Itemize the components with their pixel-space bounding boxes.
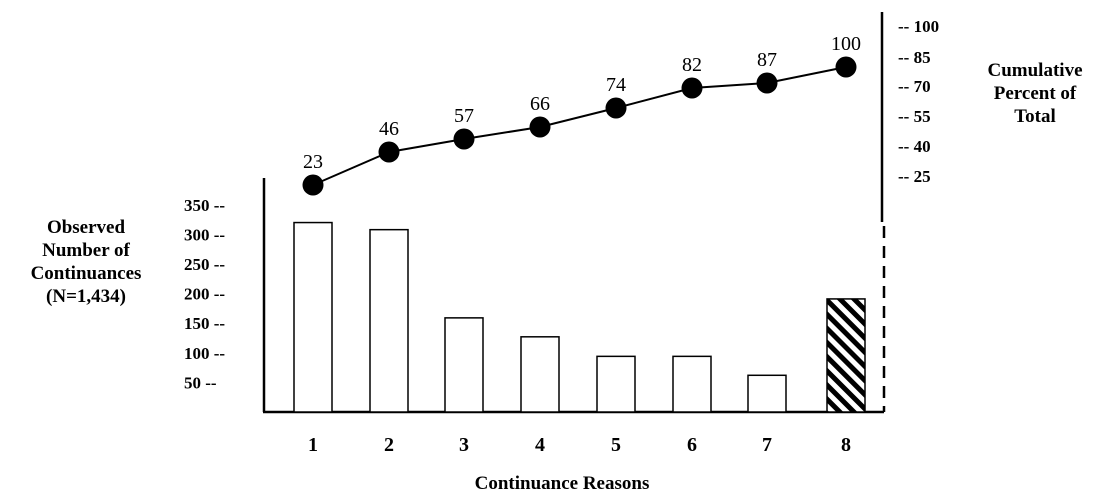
bar-8 [826,298,866,413]
y-label-line: Observed [47,217,126,238]
y-label-line: (N=1,434) [46,286,126,307]
y-tick-label: 350 -- [184,196,225,215]
y-tick-label: 100 -- [184,344,225,363]
y2-label-line: Total [1014,106,1056,127]
cumulative-point-3 [453,128,475,150]
x-tick-label-8: 8 [841,434,851,456]
y-label-line: Continuances [31,263,142,284]
x-tick-label-4: 4 [535,434,545,456]
y2-tick-label: -- 85 [898,48,931,67]
bar-2 [369,228,409,413]
y2-label-line: Cumulative [988,60,1083,81]
x-tick-label-1: 1 [308,434,318,456]
cumulative-label-3: 57 [454,105,474,127]
x-tick-label-3: 3 [459,434,469,456]
y-tick-label: 50 -- [184,373,217,392]
bars [293,221,866,413]
cumulative-line [312,66,847,186]
x-tick-label-7: 7 [762,434,772,456]
x-tick-labels: 1 2 3 4 5 6 7 8 [308,434,851,456]
axes [262,12,886,414]
cumulative-label-5: 74 [606,74,626,96]
cumulative-point-5 [605,97,627,119]
x-axis-label: Continuance Reasons [475,473,650,494]
bar-7 [747,374,787,413]
cumulative-label-6: 82 [682,54,702,76]
bar-5 [596,355,636,413]
cumulative-point-8 [835,56,857,78]
cumulative-label-7: 87 [757,49,777,71]
x-tick-label-6: 6 [687,434,697,456]
y-tick-label: 300 -- [184,225,225,244]
cumulative-point-7 [756,72,778,94]
cumulative-point-2 [378,141,400,163]
x-tick-label-5: 5 [611,434,621,456]
cumulative-point-4 [529,116,551,138]
y2-axis-label: Cumulative Percent of Total [988,60,1083,127]
cumulative-point-6 [681,77,703,99]
y-tick-label: 200 -- [184,285,225,304]
y-tick-label: 250 -- [184,255,225,274]
cumulative-point-1 [302,174,324,196]
y2-label-line: Percent of [994,83,1077,104]
cumulative-line-layer: 23 46 57 66 74 82 87 100 [302,33,861,196]
cumulative-label-8: 100 [831,33,861,55]
right-y-tick-labels: -- 100 -- 85 -- 70 -- 55 -- 40 -- 25 [898,17,939,186]
cumulative-label-1: 23 [303,151,323,173]
cumulative-label-2: 46 [379,118,399,140]
bar-6 [672,355,712,413]
y2-tick-label: -- 40 [898,137,931,156]
y2-tick-label: -- 100 [898,17,939,36]
bar-3 [444,317,484,413]
bar-1 [293,221,333,413]
y2-tick-label: -- 25 [898,167,931,186]
y-label-line: Number of [42,240,130,261]
x-tick-label-2: 2 [384,434,394,456]
left-y-tick-labels: 350 -- 300 -- 250 -- 200 -- 150 -- 100 -- 50 -… [184,196,225,393]
y2-tick-label: -- 70 [898,77,931,96]
cumulative-label-4: 66 [530,93,550,115]
y-axis-label: Observed Number of Continuances (N=1,434) [31,217,142,307]
y2-tick-label: -- 55 [898,107,931,126]
y-tick-label: 150 -- [184,314,225,333]
bar-4 [520,336,560,413]
